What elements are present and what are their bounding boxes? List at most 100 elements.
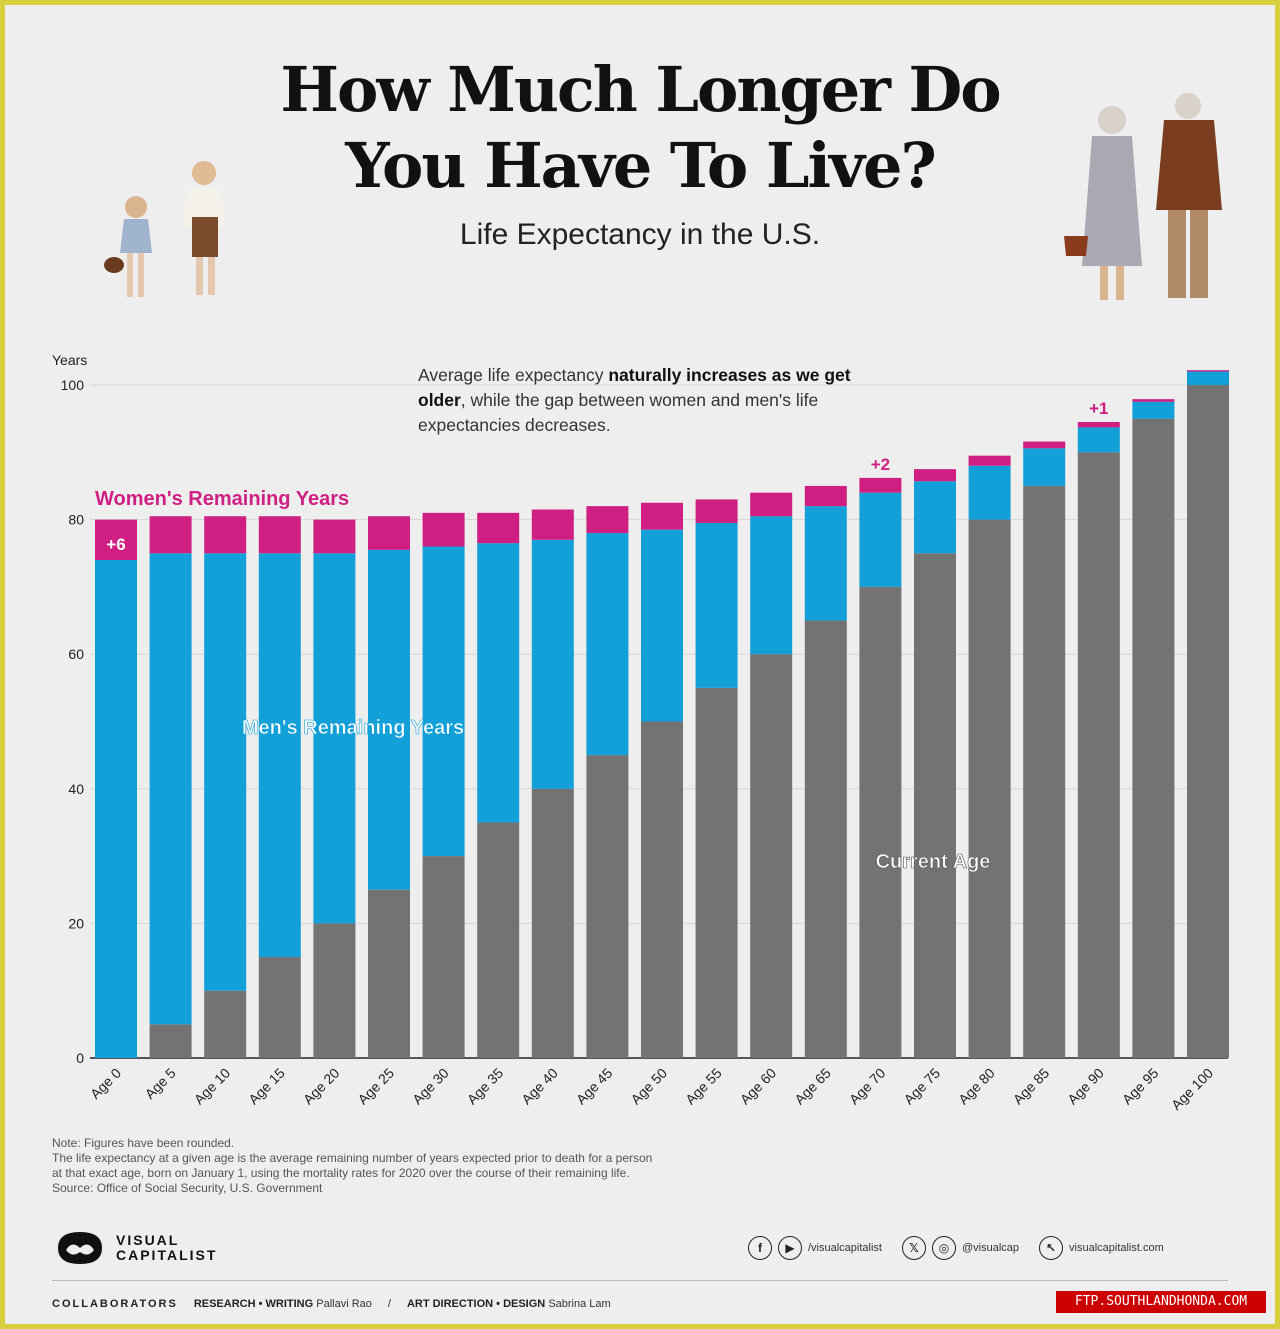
children-figurine-icon xyxy=(104,161,226,297)
note-definition-2: at that exact age, born on January 1, us… xyxy=(52,1166,630,1180)
bar-women-remaining xyxy=(750,492,793,517)
bar-current-age xyxy=(586,755,629,1058)
bar-men-remaining xyxy=(1187,371,1229,385)
x-tick-label: Age 100 xyxy=(1168,1065,1216,1113)
bar-current-age xyxy=(1187,385,1229,1058)
bar-men-remaining xyxy=(313,553,356,924)
bar-men-remaining xyxy=(695,522,738,688)
bar-men-remaining xyxy=(204,553,247,991)
bar-women-remaining xyxy=(641,502,683,530)
y-tick-label: 100 xyxy=(61,377,85,393)
elderly-couple-figurine-icon xyxy=(1064,93,1222,300)
website-link[interactable]: visualcapitalist.com xyxy=(1069,1242,1164,1254)
note-source: Source: Office of Social Security, U.S. … xyxy=(52,1181,323,1195)
title-line-2: You Have To Live? xyxy=(345,129,937,202)
bar-women-remaining xyxy=(914,469,956,482)
x-tick-label: Age 5 xyxy=(142,1065,179,1102)
bar-men-remaining xyxy=(1132,401,1175,419)
y-tick-label: 0 xyxy=(76,1050,84,1066)
bar-current-age xyxy=(258,957,301,1058)
bar-women-remaining xyxy=(95,519,137,560)
x-tick-label: Age 85 xyxy=(1010,1065,1053,1108)
footer-divider xyxy=(52,1280,1228,1281)
bar-women-remaining xyxy=(968,455,1011,466)
collaborators-line: COLLABORATORS RESEARCH • WRITING Pallavi… xyxy=(52,1298,611,1310)
bar-current-age xyxy=(313,923,356,1058)
x-tick-label: Age 65 xyxy=(791,1065,834,1108)
bar-current-age xyxy=(1077,452,1120,1058)
bar-women-remaining xyxy=(477,512,520,544)
bar-men-remaining xyxy=(149,553,192,1025)
research-name: Pallavi Rao xyxy=(316,1298,372,1310)
y-tick-label: 80 xyxy=(68,512,84,528)
bar-men-remaining xyxy=(95,559,137,1058)
bar-current-age xyxy=(477,822,520,1058)
bar-women-remaining xyxy=(695,499,738,523)
bar-women-remaining xyxy=(1077,422,1120,428)
bar-women-remaining xyxy=(422,512,465,547)
collaborators-heading: COLLABORATORS xyxy=(52,1298,178,1310)
social-links: f ▶ /visualcapitalist 𝕏 ◎ @visualcap ↖ v… xyxy=(748,1234,1164,1262)
bar-current-age xyxy=(859,586,902,1058)
youtube-icon[interactable]: ▶ xyxy=(778,1236,802,1260)
credit-separator: / xyxy=(387,1298,391,1310)
bar-men-remaining xyxy=(258,553,301,958)
x-tick-label: Age 20 xyxy=(300,1065,343,1108)
bar-men-remaining xyxy=(859,492,902,587)
bar-current-age xyxy=(750,654,793,1058)
website-cursor-icon[interactable]: ↖ xyxy=(1039,1236,1064,1260)
bar-men-remaining xyxy=(804,506,847,621)
bar-women-remaining xyxy=(1187,370,1229,372)
gap-label: +6 xyxy=(106,535,125,554)
bar-men-remaining xyxy=(586,533,629,756)
x-icon[interactable]: 𝕏 xyxy=(901,1236,926,1260)
bar-men-remaining xyxy=(368,549,410,890)
bar-men-remaining xyxy=(422,546,465,857)
bar-men-remaining xyxy=(1023,448,1066,486)
bar-men-remaining xyxy=(531,539,574,789)
chart-annotation: Average life expectancy naturally increa… xyxy=(418,363,878,438)
bar-women-remaining xyxy=(313,519,356,554)
bar-women-remaining xyxy=(586,506,629,534)
bar-men-remaining xyxy=(477,543,520,823)
bar-women-remaining xyxy=(149,516,192,554)
instagram-icon[interactable]: ◎ xyxy=(931,1236,956,1260)
y-tick-label: 60 xyxy=(68,646,84,662)
bar-women-remaining xyxy=(204,516,247,554)
x-tick-label: Age 70 xyxy=(846,1065,889,1108)
bar-current-age xyxy=(641,721,683,1058)
gap-label: +2 xyxy=(871,455,890,474)
men-series-label: Men's Remaining Years xyxy=(242,717,464,739)
x-tick-label: Age 80 xyxy=(955,1065,998,1108)
life-expectancy-chart: Years 0 20 40 60 80 100 Age 0 Age 5 Age 10 Age 15 A… xyxy=(52,352,1229,1113)
women-series-label: Women's Remaining Years xyxy=(95,488,349,510)
research-credit: RESEARCH • WRITING Pallavi Rao xyxy=(194,1298,372,1310)
facebook-icon[interactable]: f xyxy=(748,1236,772,1260)
bar-men-remaining xyxy=(641,529,683,722)
bar-current-age xyxy=(1132,418,1175,1058)
social-handle-visualcap[interactable]: @visualcap xyxy=(961,1242,1020,1254)
visual-capitalist-logo-icon xyxy=(58,1232,102,1264)
bar-women-remaining xyxy=(258,516,301,554)
social-handle-visualcapitalist[interactable]: /visualcapitalist xyxy=(808,1242,882,1254)
brand-logo[interactable]: VISUAL CAPITALIST xyxy=(52,1226,246,1270)
x-tick-label: Age 15 xyxy=(245,1065,288,1108)
x-tick-label: Age 75 xyxy=(900,1065,943,1108)
page-title: How Much Longer Do You Have To Live? xyxy=(0,52,1280,204)
bar-men-remaining xyxy=(968,465,1011,520)
x-tick-label: Age 0 xyxy=(87,1065,124,1102)
subtitle: Life Expectancy in the U.S. xyxy=(459,218,821,251)
y-tick-label: 40 xyxy=(68,781,84,797)
design-name: Sabrina Lam xyxy=(548,1298,611,1310)
bar-current-age xyxy=(531,788,574,1058)
x-tick-label: Age 35 xyxy=(464,1065,507,1108)
x-tick-label: Age 90 xyxy=(1064,1065,1107,1108)
bar-current-age xyxy=(422,856,465,1058)
gap-label: +1 xyxy=(1089,399,1108,418)
x-tick-label: Age 40 xyxy=(518,1065,561,1108)
title-line-1: How Much Longer Do xyxy=(280,53,1001,126)
annotation-bold: naturally increases as we get older xyxy=(418,365,851,410)
note-rounded: Note: Figures have been rounded. xyxy=(52,1136,235,1150)
brand-name-line-1: VISUAL xyxy=(116,1232,180,1248)
brand-name: VISUAL CAPITALIST xyxy=(116,1233,246,1263)
